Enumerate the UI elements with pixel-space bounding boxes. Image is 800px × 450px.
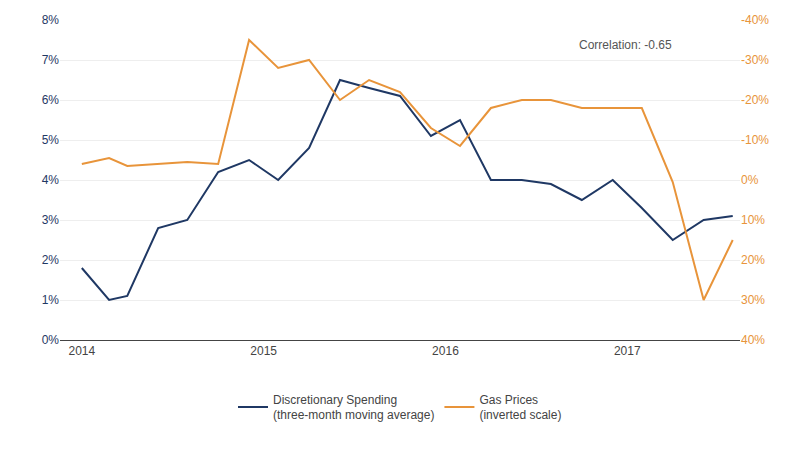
svg-text:30%: 30% [741,293,765,307]
svg-text:3%: 3% [42,213,60,227]
svg-text:Discretionary Spending(three-m: Discretionary Spending(three-month movin… [273,393,434,423]
svg-text:7%: 7% [42,53,60,67]
svg-text:10%: 10% [741,213,765,227]
svg-text:-40%: -40% [741,13,769,27]
svg-text:8%: 8% [42,13,60,27]
svg-text:2015: 2015 [250,344,277,358]
svg-text:4%: 4% [42,173,60,187]
svg-text:2014: 2014 [68,344,95,358]
svg-text:40%: 40% [741,333,765,347]
svg-text:0%: 0% [741,173,759,187]
svg-text:5%: 5% [42,133,60,147]
svg-text:20%: 20% [741,253,765,267]
svg-text:2016: 2016 [432,344,459,358]
svg-text:-30%: -30% [741,53,769,67]
svg-text:Correlation: -0.65: Correlation: -0.65 [579,38,672,52]
svg-text:-10%: -10% [741,133,769,147]
svg-text:0%: 0% [42,333,60,347]
svg-text:Gas Prices(inverted scale): Gas Prices(inverted scale) [479,393,561,423]
svg-text:2017: 2017 [614,344,641,358]
svg-text:1%: 1% [42,293,60,307]
svg-text:-20%: -20% [741,93,769,107]
svg-text:2%: 2% [42,253,60,267]
svg-text:6%: 6% [42,93,60,107]
